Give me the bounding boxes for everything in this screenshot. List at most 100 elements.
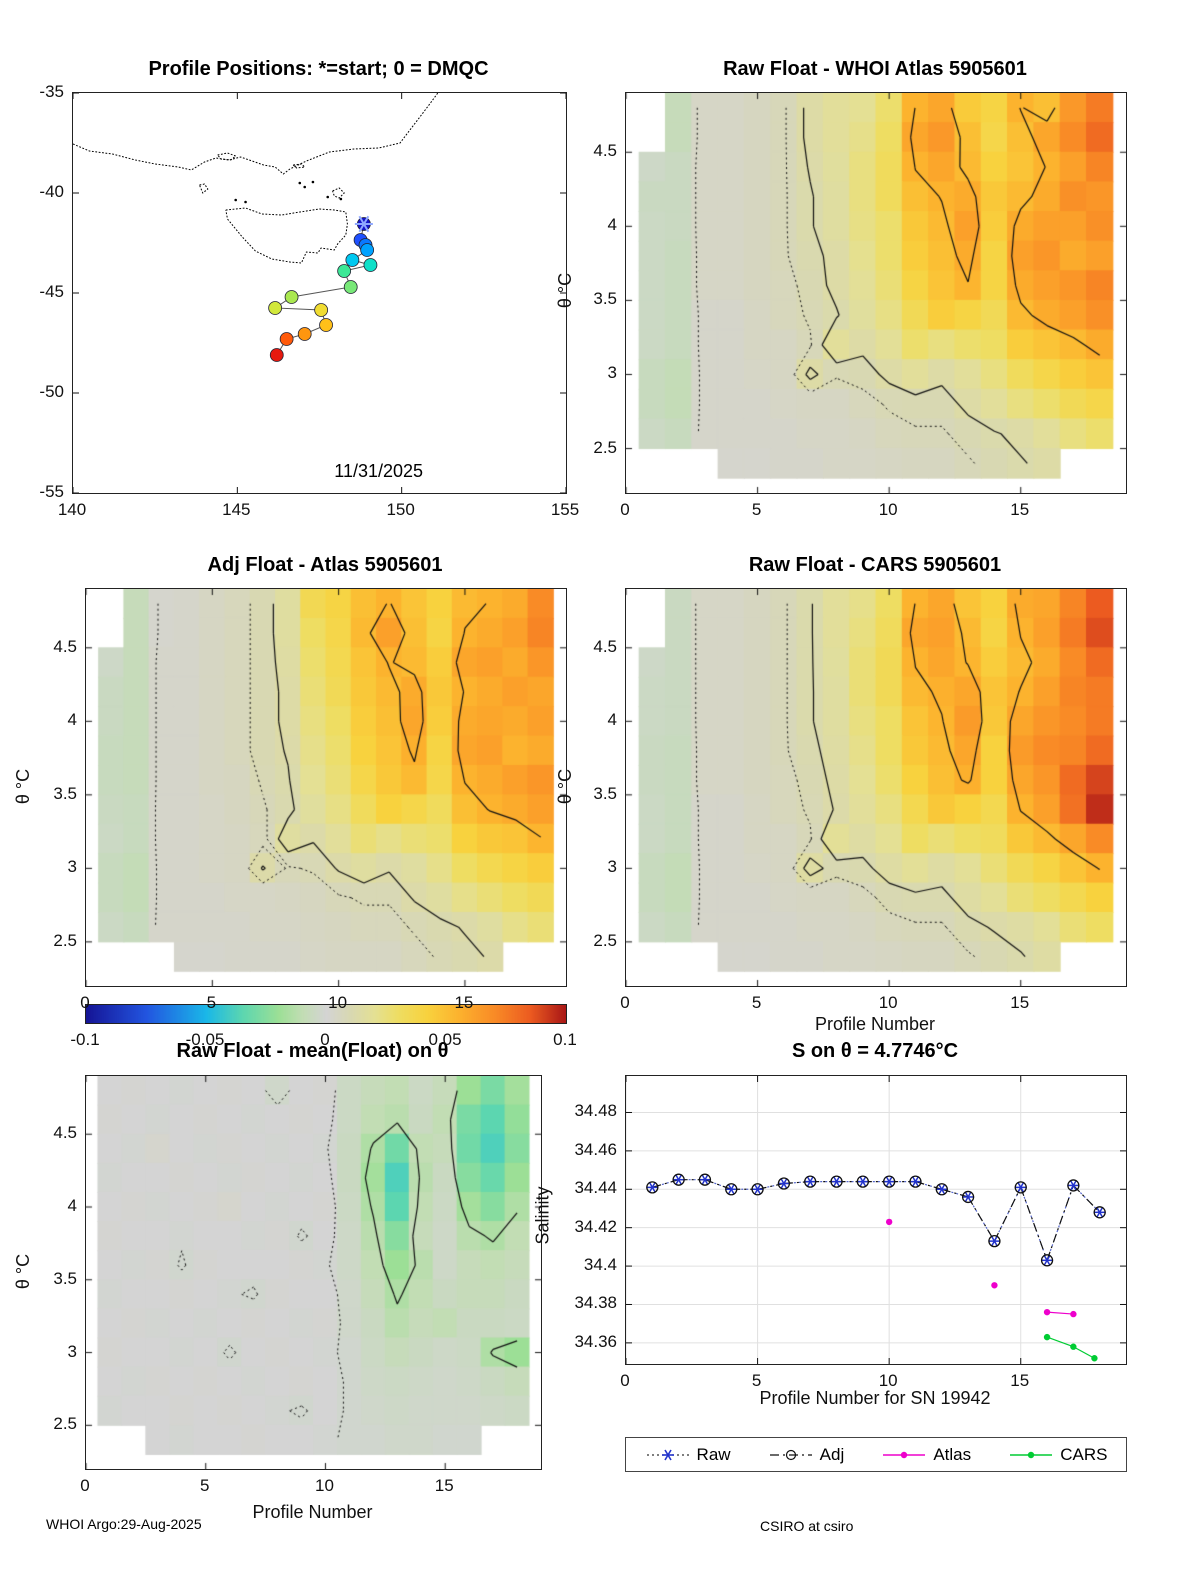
adj-atlas-heatmap [85,588,567,987]
raw-cars-heatmap-canvas [626,589,1126,986]
mean-xlabel: Profile Number [252,1502,373,1522]
x-tick-label: 15 [1010,1371,1030,1390]
mean-heatmap-title: Raw Float - mean(Float) on θ [176,1040,449,1062]
x-tick-label: 5 [751,993,762,1012]
legend-label-cars: CARS [1060,1444,1108,1464]
y-tick-label: 34.36 [574,1331,617,1351]
y-tick-label: 3.5 [53,1268,77,1288]
salinity-xlabel: Profile Number for SN 19942 [759,1388,991,1408]
salinity-legend: Raw Adj Atlas CARS [625,1437,1127,1472]
x-tick-label: 0.05 [428,1030,462,1049]
x-tick-label: 155 [550,500,580,519]
x-tick-label: 5 [751,500,762,519]
whoi-heatmap-title: Raw Float - WHOI Atlas 5905601 [723,58,1027,80]
x-tick-label: 0 [80,993,90,1012]
legend-label-atlas: Atlas [933,1444,972,1464]
x-tick-label: 10 [878,500,898,519]
x-tick-label: 10 [878,1371,898,1390]
raw-cars-heatmap [625,588,1127,987]
x-tick-label: -0.05 [185,1030,225,1049]
x-tick-label: -0.1 [70,1030,100,1049]
legend-label-raw: Raw [696,1444,731,1464]
raw-legend-sample-icon [646,1449,689,1460]
y-tick-label: 4 [67,710,77,730]
legend-item-adj: Adj [768,1444,845,1465]
colorbar-canvas [86,1005,566,1023]
x-tick-label: 0 [320,1030,330,1049]
profile-positions-map: 11/31/2025 [72,92,567,494]
y-tick-label: 4.5 [593,141,617,161]
y-tick-label: 34.46 [574,1139,617,1159]
y-tick-label: 4.5 [53,636,77,656]
y-tick-label: 3.5 [593,289,617,309]
y-tick-label: -50 [39,382,64,401]
salinity-plot-canvas [626,1076,1126,1364]
y-tick-label: 3 [67,1341,77,1361]
legend-item-cars: CARS [1008,1445,1107,1465]
legend-label-adj: Adj [819,1444,845,1464]
x-tick-label: 5 [751,1371,762,1390]
raw-whoi-heatmap [625,92,1127,494]
y-tick-label: -40 [39,182,64,201]
y-tick-label: 3 [607,857,617,877]
x-tick-label: 0 [620,993,630,1012]
x-tick-label: 150 [386,500,415,519]
cars-heatmap-title: Raw Float - CARS 5905601 [748,554,1002,576]
x-tick-label: 10 [328,993,348,1012]
y-tick-label: 2.5 [53,930,77,950]
x-tick-label: 0 [620,1371,630,1390]
y-tick-label: 2.5 [593,437,617,457]
x-tick-label: 145 [222,500,251,519]
anomaly-colorbar [85,1004,567,1024]
y-tick-label: 4.5 [593,636,617,656]
x-tick-label: 15 [434,1476,454,1495]
y-tick-label: 34.4 [583,1255,617,1275]
footer-right: CSIRO at csiro [760,1518,854,1534]
y-tick-label: 4 [607,710,617,730]
y-tick-label: 3 [607,363,617,383]
x-tick-label: 5 [200,1476,210,1495]
x-tick-label: 15 [1010,993,1030,1012]
y-tick-label: 4 [607,215,617,235]
salinity-plot-title: S on θ = 4.7746°C [791,1040,959,1062]
x-tick-label: 0 [80,1476,90,1495]
y-tick-label: 4.5 [53,1123,77,1143]
salinity-line-plot [625,1075,1127,1365]
map-title: Profile Positions: *=start; 0 = DMQC [148,58,489,80]
y-tick-label: 34.38 [574,1293,617,1313]
adj-atlas-heatmap-canvas [86,589,566,986]
y-tick-label: 3.5 [53,783,77,803]
adj-legend-sample-icon [769,1449,812,1460]
y-tick-label: 2.5 [53,1414,77,1434]
legend-item-raw: Raw [645,1445,731,1465]
y-tick-label: 3.5 [593,783,617,803]
legend-item-atlas: Atlas [881,1445,971,1465]
x-tick-label: 0 [620,500,630,519]
y-tick-label: -35 [39,82,64,101]
footer-left: WHOI Argo:29-Aug-2025 [46,1516,202,1532]
y-tick-label: 34.44 [574,1178,617,1198]
raw-whoi-heatmap-canvas [626,93,1126,493]
x-tick-label: 5 [206,993,217,1012]
atlas-legend-sample-icon [883,1451,926,1458]
y-tick-label: -55 [39,482,64,501]
y-tick-label: -45 [39,282,64,301]
x-tick-label: 0.1 [553,1030,577,1049]
raw-mean-heatmap [85,1075,542,1470]
y-tick-label: 3 [67,857,77,877]
x-tick-label: 10 [878,993,898,1012]
raw-mean-heatmap-canvas [86,1076,541,1469]
svg-text:11/31/2025: 11/31/2025 [334,461,423,481]
x-tick-label: 15 [1010,500,1030,519]
cars-xlabel: Profile Number [814,1014,936,1034]
map-plot-canvas: 11/31/2025 [73,93,566,493]
adj-heatmap-title: Adj Float - Atlas 5905601 [207,554,443,576]
y-tick-label: 34.48 [574,1101,617,1121]
y-tick-label: 2.5 [593,930,617,950]
cars-legend-sample-icon [1010,1451,1053,1458]
x-tick-label: 15 [454,993,474,1012]
y-tick-label: 4 [67,1196,77,1215]
y-tick-label: 34.42 [574,1216,617,1236]
x-tick-label: 140 [57,500,87,519]
